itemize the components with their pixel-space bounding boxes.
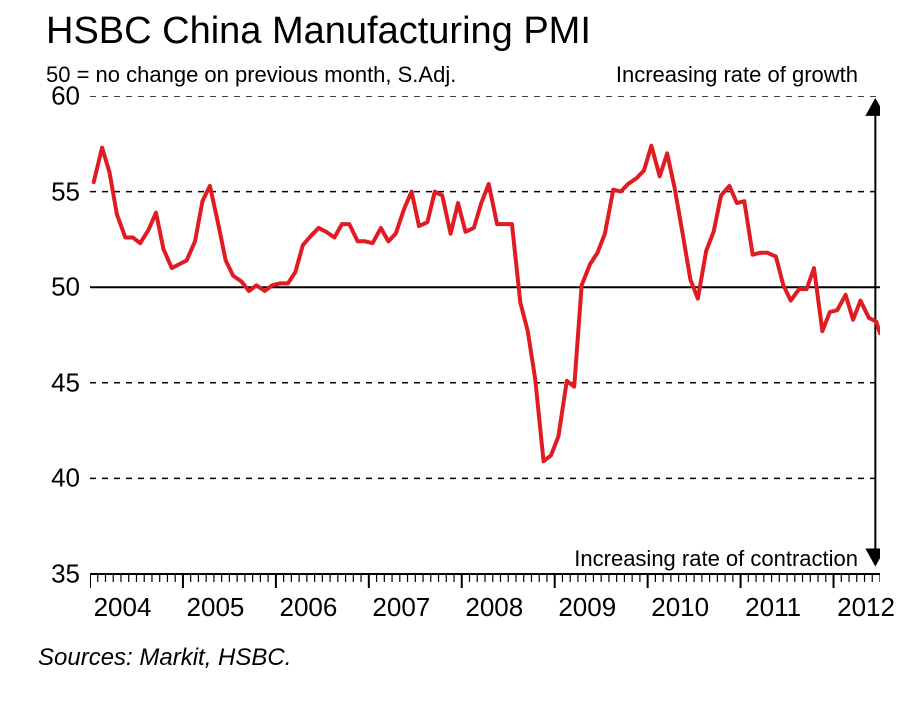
y-tick-label: 45 [40, 367, 80, 398]
chart-svg [90, 96, 880, 594]
y-tick-label: 35 [40, 559, 80, 590]
y-tick-label: 60 [40, 81, 80, 112]
figure: HSBC China Manufacturing PMI 50 = no cha… [0, 0, 923, 713]
plot-area [90, 96, 880, 574]
x-tick-label: 2007 [372, 592, 430, 623]
x-tick-label: 2011 [745, 592, 801, 623]
x-tick-label: 2012 [837, 592, 895, 623]
y-tick-label: 40 [40, 463, 80, 494]
x-tick-label: 2005 [187, 592, 245, 623]
x-tick-label: 2010 [651, 592, 709, 623]
x-tick-label: 2008 [465, 592, 523, 623]
x-tick-label: 2004 [94, 592, 152, 623]
x-tick-label: 2009 [558, 592, 616, 623]
y-tick-label: 55 [40, 176, 80, 207]
sources-note: Sources: Markit, HSBC. [38, 644, 291, 672]
chart-title: HSBC China Manufacturing PMI [46, 10, 591, 53]
y-tick-label: 50 [40, 272, 80, 303]
chart-subtitle: 50 = no change on previous month, S.Adj. [46, 62, 456, 88]
x-tick-label: 2006 [279, 592, 337, 623]
growth-annotation: Increasing rate of growth [616, 62, 858, 88]
